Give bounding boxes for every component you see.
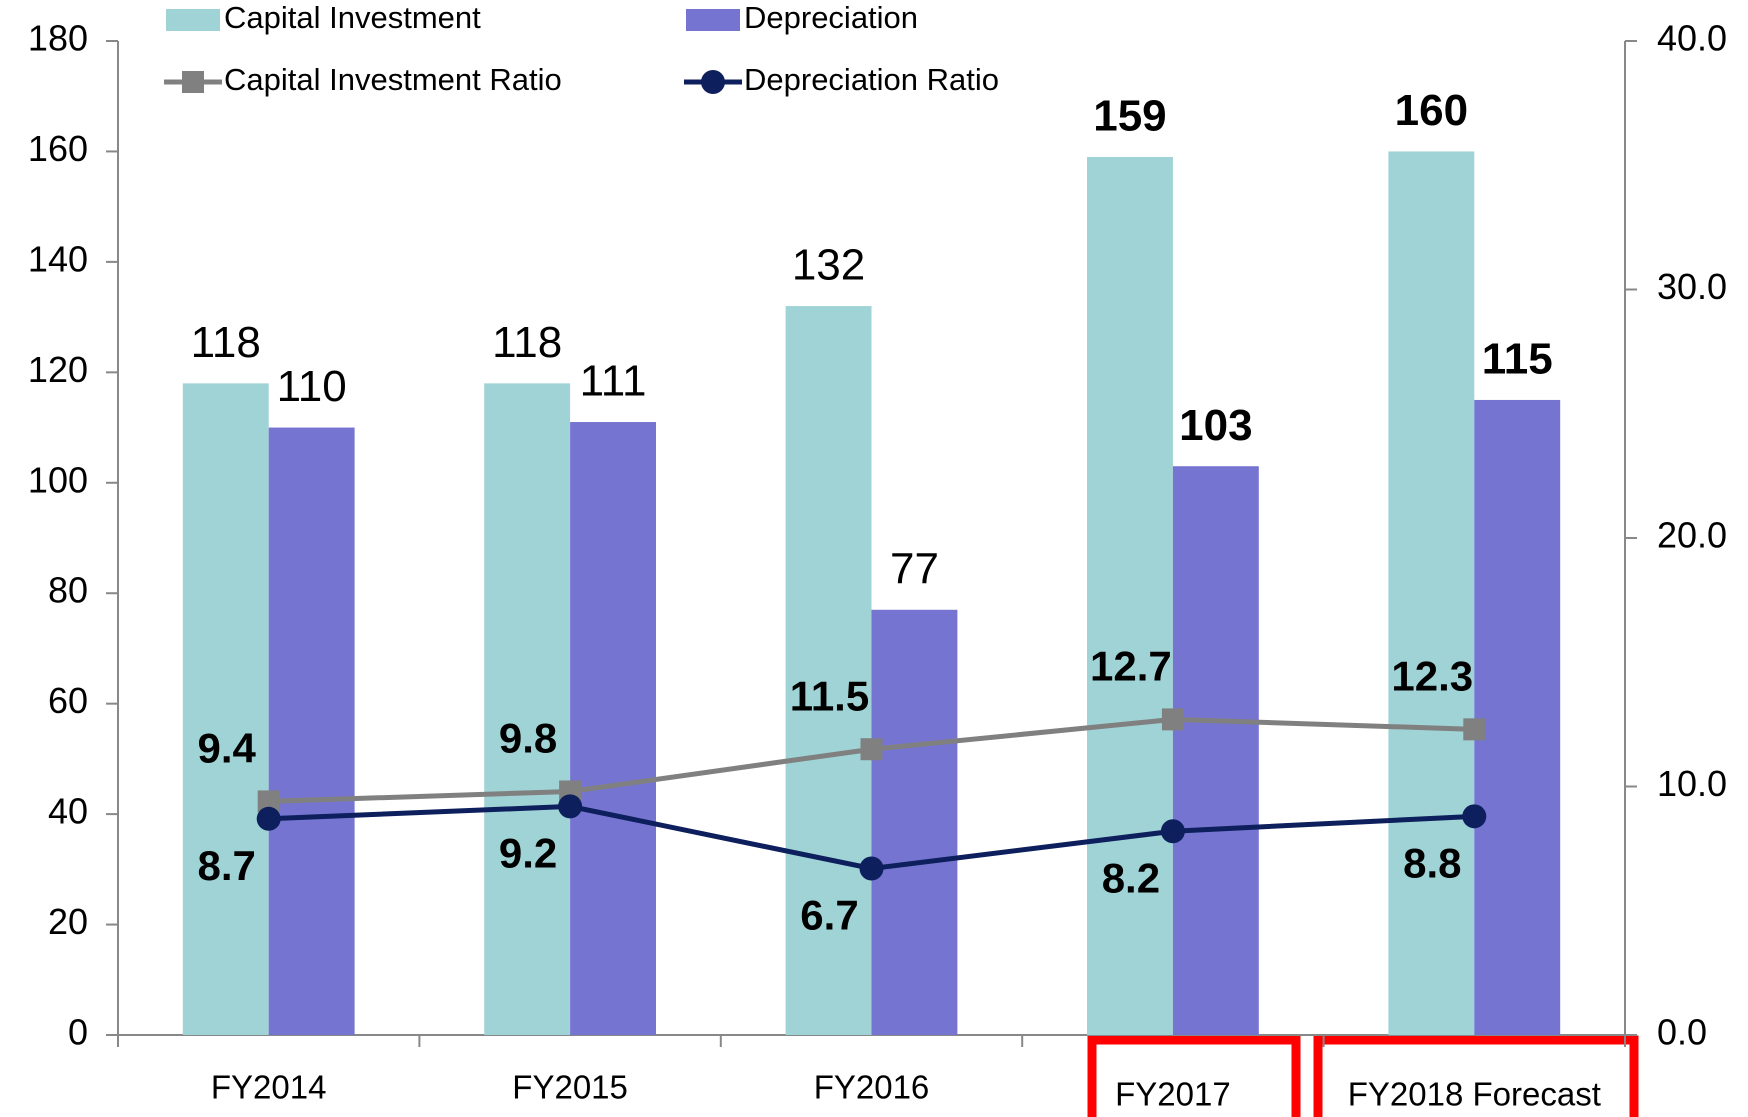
marker xyxy=(1161,708,1184,731)
y-tick-label: 160 xyxy=(28,128,88,169)
y-tick-label: 20 xyxy=(48,901,88,942)
legend-label: Depreciation xyxy=(744,0,918,35)
highlight-box xyxy=(1087,1035,1301,1117)
bar-value-label: 110 xyxy=(277,362,347,411)
line-value-label: 8.7 xyxy=(198,842,256,889)
bar-value-label: 160 xyxy=(1395,86,1468,135)
x-tick-label: FY2014 xyxy=(211,1069,327,1106)
line-value-label: 12.7 xyxy=(1090,642,1172,689)
y-tick-label: 180 xyxy=(28,18,88,59)
bar xyxy=(871,609,958,1035)
highlight-box xyxy=(1313,1035,1639,1117)
bar xyxy=(182,383,269,1035)
legend-label: Capital Investment Ratio xyxy=(224,62,562,97)
line-value-label: 9.2 xyxy=(499,829,557,876)
legend-label: Depreciation Ratio xyxy=(744,62,999,97)
x-tick-label: FY2016 xyxy=(814,1069,930,1106)
marker xyxy=(257,790,280,813)
bar-value-label: 115 xyxy=(1482,335,1553,384)
bar-value-label: 77 xyxy=(890,544,939,593)
y-tick-label: 0 xyxy=(68,1012,88,1053)
bar-value-label: 111 xyxy=(580,357,647,406)
bar xyxy=(1172,466,1259,1035)
bar xyxy=(268,427,355,1035)
marker xyxy=(860,738,883,761)
marker xyxy=(859,856,884,881)
y2-tick-label: 0.0 xyxy=(1657,1012,1707,1053)
y-tick-label: 100 xyxy=(28,459,88,500)
y2-tick-label: 10.0 xyxy=(1657,763,1727,804)
bar xyxy=(570,422,656,1035)
bar-value-label: 118 xyxy=(492,318,562,367)
bar xyxy=(484,383,571,1035)
legend-label: Capital Investment xyxy=(224,0,481,35)
x-tick-label: FY2017 xyxy=(1115,1076,1231,1113)
y-tick-label: 60 xyxy=(48,680,88,721)
line-value-label: 6.7 xyxy=(800,892,858,939)
bar-value-label: 103 xyxy=(1179,401,1252,450)
legend-swatch xyxy=(166,9,220,31)
marker xyxy=(1462,804,1487,829)
line-value-label: 8.2 xyxy=(1102,854,1160,901)
line-value-label: 9.4 xyxy=(198,725,257,772)
x-tick-label: FY2015 xyxy=(512,1069,628,1106)
y2-tick-label: 20.0 xyxy=(1657,515,1727,556)
bar xyxy=(1388,151,1475,1035)
marker xyxy=(558,794,583,819)
legend-marker xyxy=(701,70,725,94)
bar xyxy=(785,306,872,1036)
legend-swatch xyxy=(686,9,740,31)
y-tick-label: 40 xyxy=(48,791,88,832)
y2-tick-label: 30.0 xyxy=(1657,266,1727,307)
marker xyxy=(256,806,281,831)
y-tick-label: 80 xyxy=(48,570,88,611)
bar-value-label: 132 xyxy=(792,241,865,290)
legend-marker xyxy=(182,71,204,93)
line-value-label: 11.5 xyxy=(790,672,869,719)
bar xyxy=(1087,156,1173,1035)
bar-value-label: 159 xyxy=(1093,92,1166,141)
y2-tick-label: 40.0 xyxy=(1657,18,1727,59)
marker xyxy=(1160,819,1185,844)
bar xyxy=(1474,399,1561,1035)
bar-value-label: 118 xyxy=(191,318,261,367)
y-tick-label: 140 xyxy=(28,238,88,279)
marker xyxy=(1463,718,1486,741)
y-tick-label: 120 xyxy=(28,349,88,390)
line-value-label: 12.3 xyxy=(1391,652,1473,699)
x-tick-label: FY2018 Forecast xyxy=(1348,1076,1601,1113)
line-value-label: 9.8 xyxy=(499,715,557,762)
line-value-label: 8.8 xyxy=(1403,839,1461,886)
